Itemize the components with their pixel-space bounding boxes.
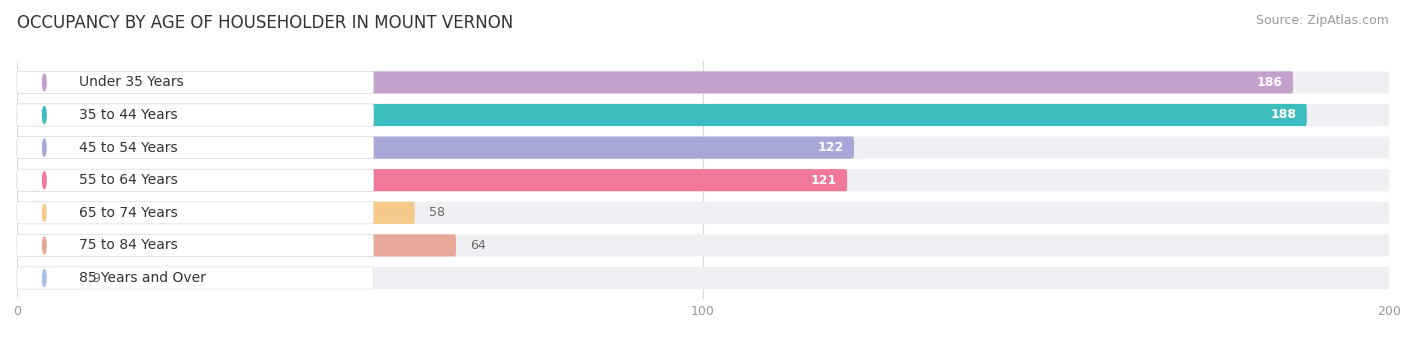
FancyBboxPatch shape [17, 267, 79, 289]
Text: 188: 188 [1271, 108, 1296, 121]
FancyBboxPatch shape [17, 234, 374, 256]
Circle shape [42, 106, 46, 123]
FancyBboxPatch shape [17, 267, 374, 289]
Text: 9: 9 [93, 272, 100, 285]
Text: OCCUPANCY BY AGE OF HOUSEHOLDER IN MOUNT VERNON: OCCUPANCY BY AGE OF HOUSEHOLDER IN MOUNT… [17, 14, 513, 32]
FancyBboxPatch shape [17, 71, 1294, 94]
Text: 122: 122 [817, 141, 844, 154]
FancyBboxPatch shape [17, 169, 846, 191]
Text: Under 35 Years: Under 35 Years [79, 75, 183, 89]
FancyBboxPatch shape [17, 202, 374, 224]
Circle shape [42, 74, 46, 91]
FancyBboxPatch shape [17, 234, 456, 256]
FancyBboxPatch shape [17, 104, 1389, 126]
FancyBboxPatch shape [17, 169, 374, 191]
FancyBboxPatch shape [17, 169, 1389, 191]
Text: 85 Years and Over: 85 Years and Over [79, 271, 205, 285]
FancyBboxPatch shape [17, 137, 374, 159]
Circle shape [42, 139, 46, 156]
FancyBboxPatch shape [17, 202, 415, 224]
FancyBboxPatch shape [17, 234, 1389, 256]
FancyBboxPatch shape [17, 267, 1389, 289]
Text: 58: 58 [429, 206, 444, 219]
Text: 121: 121 [810, 174, 837, 187]
Circle shape [42, 204, 46, 221]
Text: 65 to 74 Years: 65 to 74 Years [79, 206, 177, 220]
Text: 55 to 64 Years: 55 to 64 Years [79, 173, 177, 187]
FancyBboxPatch shape [17, 137, 853, 159]
Text: Source: ZipAtlas.com: Source: ZipAtlas.com [1256, 14, 1389, 27]
FancyBboxPatch shape [17, 71, 374, 94]
Circle shape [42, 172, 46, 189]
Text: 75 to 84 Years: 75 to 84 Years [79, 238, 177, 252]
FancyBboxPatch shape [17, 104, 1306, 126]
FancyBboxPatch shape [17, 137, 1389, 159]
Circle shape [42, 270, 46, 286]
FancyBboxPatch shape [17, 202, 1389, 224]
Text: 45 to 54 Years: 45 to 54 Years [79, 141, 177, 155]
Circle shape [42, 237, 46, 254]
Text: 35 to 44 Years: 35 to 44 Years [79, 108, 177, 122]
Text: 186: 186 [1257, 76, 1282, 89]
Text: 64: 64 [470, 239, 485, 252]
FancyBboxPatch shape [17, 71, 1389, 94]
FancyBboxPatch shape [17, 104, 374, 126]
